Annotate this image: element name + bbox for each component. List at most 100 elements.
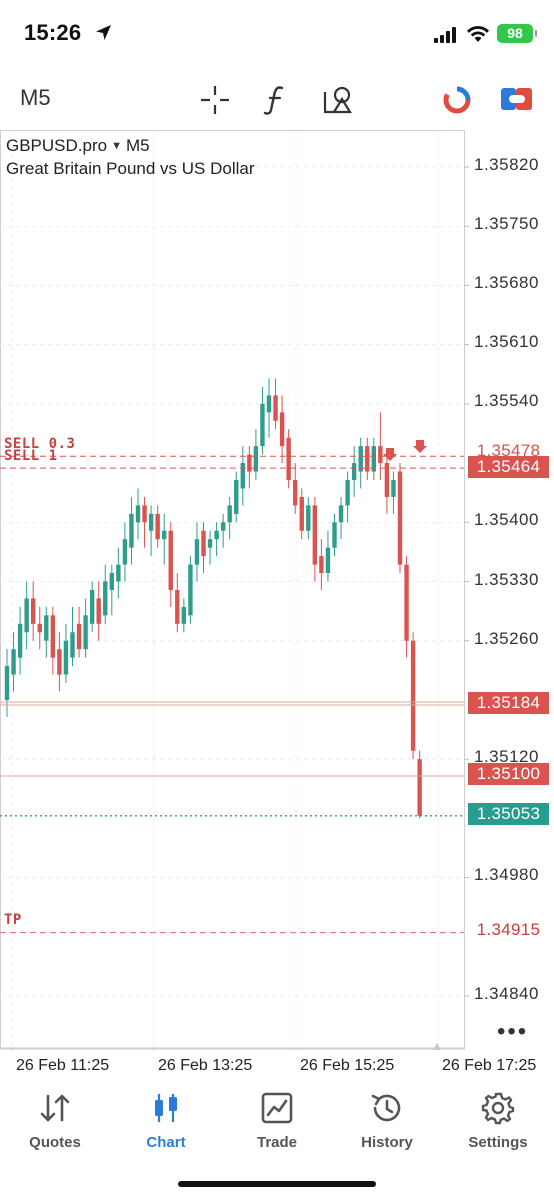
candle-body bbox=[37, 623, 42, 633]
candle-body bbox=[57, 649, 62, 675]
price-scale-label: 1.35260 bbox=[474, 629, 539, 648]
candle-body bbox=[266, 395, 272, 413]
candle-body bbox=[17, 623, 23, 658]
sell-order-label[interactable]: SELL 1 bbox=[4, 448, 58, 464]
level-price-tag: 1.35184 bbox=[468, 692, 549, 714]
home-indicator bbox=[178, 1181, 376, 1187]
candle-body bbox=[260, 403, 265, 447]
cellular-signal-icon bbox=[434, 27, 456, 43]
tab-trade[interactable]: Trade bbox=[222, 1080, 332, 1151]
time-axis-label: 26 Feb 17:25 bbox=[442, 1057, 537, 1074]
take-profit-label[interactable]: TP bbox=[4, 912, 22, 928]
trade-toggle-icon[interactable] bbox=[500, 84, 534, 114]
candle-body bbox=[142, 505, 147, 523]
candle-body bbox=[148, 513, 154, 531]
chart-shift-marker-icon bbox=[433, 1043, 441, 1050]
candle-body bbox=[417, 759, 422, 816]
tab-settings[interactable]: Settings bbox=[443, 1080, 553, 1151]
timeframe-button[interactable]: M5 bbox=[20, 85, 51, 110]
candle-body bbox=[286, 437, 291, 480]
candle-body bbox=[83, 615, 88, 650]
candle-body bbox=[247, 454, 252, 472]
indicators-function-icon[interactable] bbox=[261, 84, 291, 116]
candle-body bbox=[391, 479, 396, 497]
time-axis-label: 26 Feb 13:25 bbox=[158, 1057, 253, 1074]
price-scale-label: 1.35750 bbox=[474, 214, 539, 233]
candle-body bbox=[306, 505, 311, 531]
symbol-header[interactable]: GBPUSD.pro ▼ M5 bbox=[6, 136, 150, 156]
candle-body bbox=[397, 471, 403, 565]
chart-frame bbox=[0, 130, 465, 1050]
status-time: 15:26 bbox=[24, 20, 82, 45]
status-bar: 15:26 98 bbox=[0, 0, 554, 70]
candle-body bbox=[175, 589, 180, 624]
price-scale-label: 1.34980 bbox=[474, 865, 539, 884]
price-scale-label: 1.34840 bbox=[474, 984, 539, 1003]
price-scale-label: 1.35820 bbox=[474, 155, 539, 174]
current-price-tag: 1.35053 bbox=[468, 803, 549, 825]
chart-canvas[interactable] bbox=[0, 130, 554, 1050]
bottom-tab-bar: Quotes Chart Trade bbox=[0, 1080, 554, 1200]
symbol-timeframe: M5 bbox=[125, 136, 150, 155]
gear-icon bbox=[481, 1092, 515, 1125]
candle-body bbox=[325, 547, 331, 574]
candle-body bbox=[50, 615, 56, 658]
candle-body bbox=[220, 522, 226, 531]
tab-chart[interactable]: Chart bbox=[111, 1080, 221, 1151]
candle-body bbox=[345, 479, 350, 506]
candle-body bbox=[214, 530, 219, 540]
candle-body bbox=[96, 598, 101, 624]
candle-body bbox=[162, 530, 167, 540]
take-profit-price-tag: 1.34915 bbox=[476, 920, 541, 939]
one-click-trading-icon[interactable] bbox=[441, 84, 473, 116]
battery-indicator: 98 bbox=[497, 24, 537, 43]
price-scale-label: 1.35120 bbox=[474, 747, 539, 766]
history-clock-icon bbox=[371, 1094, 401, 1122]
candle-body bbox=[194, 539, 200, 565]
candle-body bbox=[76, 623, 82, 650]
sell-arrow-icon bbox=[383, 448, 397, 461]
candle-body bbox=[155, 513, 160, 540]
candle-body bbox=[227, 505, 232, 523]
chart-toolbar: M5 bbox=[0, 72, 554, 126]
candle-body bbox=[253, 446, 259, 472]
tab-label: Trade bbox=[256, 1134, 298, 1151]
candle-body bbox=[279, 412, 285, 447]
candle-body bbox=[338, 505, 344, 523]
candle-body bbox=[135, 505, 141, 523]
sort-arrows-icon bbox=[40, 1094, 70, 1122]
candle-body bbox=[332, 522, 337, 548]
price-scale-label: 1.35400 bbox=[474, 510, 539, 529]
price-scale-label: 1.35610 bbox=[474, 332, 539, 351]
candle-body bbox=[207, 539, 213, 548]
candle-body bbox=[4, 666, 10, 700]
tab-label: History bbox=[361, 1134, 413, 1151]
candlestick-icon bbox=[155, 1094, 177, 1122]
tab-label: Quotes bbox=[29, 1134, 81, 1151]
candle-body bbox=[240, 463, 245, 489]
tab-quotes[interactable]: Quotes bbox=[0, 1080, 110, 1151]
sell-price-tag: 1.35478 bbox=[476, 443, 541, 459]
candle-body bbox=[63, 640, 69, 675]
candle-body bbox=[129, 513, 134, 548]
candle-body bbox=[31, 598, 36, 624]
tab-history[interactable]: History bbox=[332, 1080, 442, 1151]
symbol-description: Great Britain Pound vs US Dollar bbox=[6, 159, 255, 178]
candle-body bbox=[181, 606, 187, 624]
candle-body bbox=[299, 496, 304, 531]
candle-body bbox=[201, 530, 206, 557]
sell-order-label[interactable]: SELL 0.3 bbox=[4, 436, 76, 452]
candle-body bbox=[188, 564, 193, 616]
candle-body bbox=[371, 446, 376, 472]
candle-body bbox=[319, 556, 324, 574]
candle-body bbox=[378, 446, 383, 464]
candle-body bbox=[11, 649, 16, 675]
candle-body bbox=[410, 640, 416, 751]
price-chart[interactable]: GBPUSD.pro ▼ M5 Great Britain Pound vs US … bbox=[0, 130, 554, 1074]
crosshair-icon[interactable] bbox=[199, 84, 231, 116]
more-options-icon[interactable]: ••• bbox=[497, 1018, 529, 1045]
sell-price-tag: 1.35464 bbox=[468, 456, 549, 478]
objects-shapes-icon[interactable] bbox=[322, 84, 356, 116]
wifi-icon bbox=[467, 25, 489, 42]
candle-body bbox=[44, 615, 49, 641]
